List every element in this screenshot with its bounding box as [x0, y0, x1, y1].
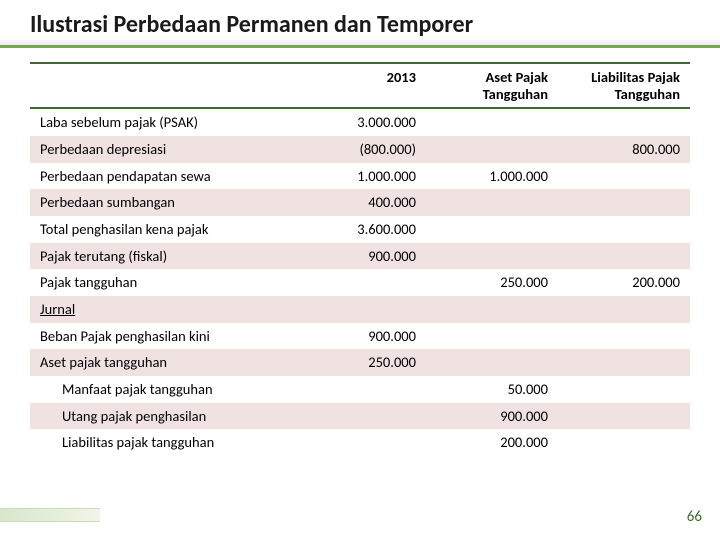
cell-desc: Liabilitas pajak tangguhan: [30, 429, 294, 456]
cell-2013: [294, 376, 426, 403]
cell-desc: Beban Pajak penghasilan kini: [30, 323, 294, 350]
cell-aset: 250.000: [426, 269, 558, 296]
cell-2013: 3.000.000: [294, 108, 426, 136]
cell-2013: (800.000): [294, 136, 426, 163]
cell-2013: 1.000.000: [294, 163, 426, 190]
cell-aset: 900.000: [426, 403, 558, 430]
table-header-row: 2013 Aset Pajak Tangguhan Liabilitas Paj…: [30, 63, 690, 108]
cell-desc: Aset pajak tangguhan: [30, 349, 294, 376]
cell-desc: Manfaat pajak tangguhan: [30, 376, 294, 403]
table-row: Jurnal: [30, 296, 690, 323]
cell-liab: [558, 403, 690, 430]
cell-aset: [426, 323, 558, 350]
cell-desc: Perbedaan pendapatan sewa: [30, 163, 294, 190]
cell-2013: [294, 269, 426, 296]
table-row: Pajak terutang (fiskal)900.000: [30, 243, 690, 270]
cell-desc: Laba sebelum pajak (PSAK): [30, 108, 294, 136]
table-row: Total penghasilan kena pajak3.600.000: [30, 216, 690, 243]
cell-2013: [294, 403, 426, 430]
cell-aset: 200.000: [426, 429, 558, 456]
cell-2013: [294, 296, 426, 323]
table-row: Perbedaan pendapatan sewa1.000.0001.000.…: [30, 163, 690, 190]
cell-aset: [426, 189, 558, 216]
cell-liab: 800.000: [558, 136, 690, 163]
cell-desc: Total penghasilan kena pajak: [30, 216, 294, 243]
cell-liab: [558, 216, 690, 243]
cell-2013: 400.000: [294, 189, 426, 216]
cell-2013: 3.600.000: [294, 216, 426, 243]
table-row: Pajak tangguhan 250.000200.000: [30, 269, 690, 296]
cell-aset: 1.000.000: [426, 163, 558, 190]
cell-liab: [558, 429, 690, 456]
cell-liab: 200.000: [558, 269, 690, 296]
cell-2013: 900.000: [294, 243, 426, 270]
table-row: Laba sebelum pajak (PSAK)3.000.000: [30, 108, 690, 136]
cell-aset: [426, 296, 558, 323]
page-number: 66: [687, 508, 702, 526]
cell-desc: Perbedaan depresiasi: [30, 136, 294, 163]
page-title: Ilustrasi Perbedaan Permanen dan Tempore…: [30, 10, 690, 39]
content-area: 2013 Aset Pajak Tangguhan Liabilitas Paj…: [0, 48, 720, 456]
cell-desc: Perbedaan sumbangan: [30, 189, 294, 216]
cell-liab: [558, 376, 690, 403]
tax-table: 2013 Aset Pajak Tangguhan Liabilitas Paj…: [30, 62, 690, 456]
footer-accent: [0, 508, 100, 522]
table-row: Perbedaan depresiasi(800.000) 800.000: [30, 136, 690, 163]
cell-liab: [558, 189, 690, 216]
cell-2013: 250.000: [294, 349, 426, 376]
cell-aset: [426, 216, 558, 243]
header-desc: [30, 63, 294, 108]
cell-aset: [426, 136, 558, 163]
cell-aset: [426, 243, 558, 270]
cell-2013: 900.000: [294, 323, 426, 350]
table-row: Utang pajak penghasilan 900.000: [30, 403, 690, 430]
table-row: Beban Pajak penghasilan kini900.000: [30, 323, 690, 350]
cell-liab: [558, 323, 690, 350]
title-bar: Ilustrasi Perbedaan Permanen dan Tempore…: [0, 0, 720, 48]
table-row: Liabilitas pajak tangguhan 200.000: [30, 429, 690, 456]
header-aset: Aset Pajak Tangguhan: [426, 63, 558, 108]
cell-aset: [426, 108, 558, 136]
cell-liab: [558, 349, 690, 376]
cell-aset: 50.000: [426, 376, 558, 403]
cell-aset: [426, 349, 558, 376]
cell-2013: [294, 429, 426, 456]
cell-desc: Pajak tangguhan: [30, 269, 294, 296]
header-2013: 2013: [294, 63, 426, 108]
cell-desc: Utang pajak penghasilan: [30, 403, 294, 430]
cell-desc: Jurnal: [30, 296, 294, 323]
table-row: Aset pajak tangguhan250.000: [30, 349, 690, 376]
table-row: Manfaat pajak tangguhan 50.000: [30, 376, 690, 403]
table-row: Perbedaan sumbangan400.000: [30, 189, 690, 216]
header-liab: Liabilitas Pajak Tangguhan: [558, 63, 690, 108]
cell-desc: Pajak terutang (fiskal): [30, 243, 294, 270]
cell-liab: [558, 108, 690, 136]
cell-liab: [558, 296, 690, 323]
cell-liab: [558, 243, 690, 270]
cell-liab: [558, 163, 690, 190]
